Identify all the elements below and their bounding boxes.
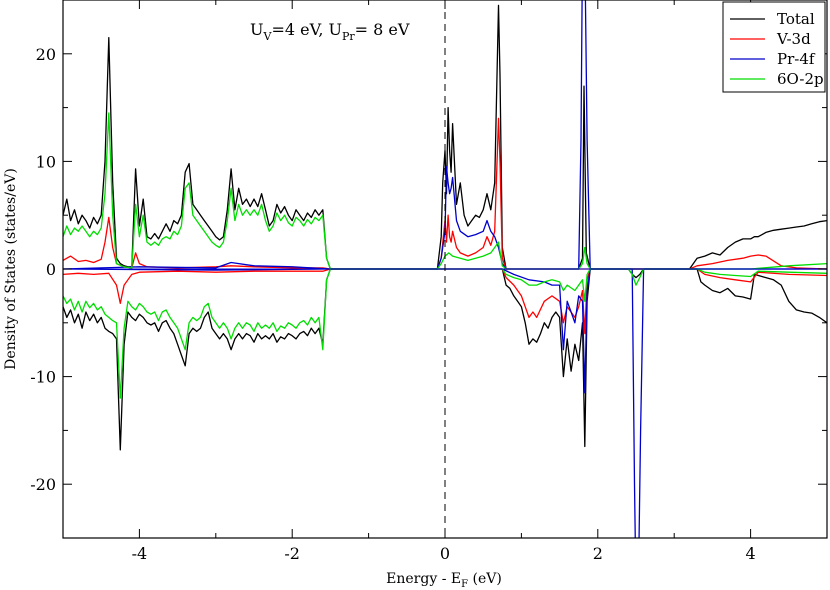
x-axis-label-main: Energy - E [386, 571, 461, 587]
series-total-down [63, 268, 827, 451]
y-axis-label: Density of States (states/eV) [3, 168, 19, 370]
legend: Total V-3d Pr-4f 6O-2p [722, 1, 826, 93]
y-tick-label: -10 [30, 368, 56, 387]
x-axis-label: Energy - EF (eV) [386, 571, 502, 590]
x-tick-label: 2 [593, 544, 603, 563]
legend-label-6o-2p: 6O-2p [777, 70, 824, 88]
x-tick-label: -4 [132, 544, 148, 563]
series-layer [63, 0, 827, 538]
annotation-text: UV=4 eV, UPr= 8 eV [250, 20, 410, 43]
annotation-sub-v: V [262, 30, 272, 43]
legend-label-total: Total [777, 10, 815, 28]
y-tick-label: -20 [30, 475, 56, 494]
legend-box [722, 1, 826, 93]
x-tick-label: 0 [440, 544, 450, 563]
y-tick-label: 0 [46, 260, 56, 279]
legend-label-pr-4f: Pr-4f [777, 50, 816, 68]
series-pr-4f-down [63, 268, 827, 538]
annotation-u1: U [250, 20, 263, 39]
annotation-sub-pr: Pr [342, 30, 355, 43]
x-tick-label: -2 [284, 544, 300, 563]
y-tick-label: 10 [36, 152, 56, 171]
annotation-mid: =4 eV, U [271, 20, 342, 39]
series-6o-2p-down [63, 268, 827, 399]
x-axis-label-sub: F [461, 579, 468, 590]
series-v-3d-up [63, 117, 827, 270]
x-tick-label: 4 [746, 544, 756, 563]
y-tick-label: 20 [36, 45, 56, 64]
series-pr-4f-up [63, 0, 827, 270]
series-total-up [63, 4, 827, 270]
legend-label-v-3d: V-3d [776, 30, 811, 48]
annotation-end: = 8 eV [355, 20, 410, 39]
series-6o-2p-up [63, 112, 827, 270]
x-axis-label-unit: (eV) [468, 571, 502, 587]
